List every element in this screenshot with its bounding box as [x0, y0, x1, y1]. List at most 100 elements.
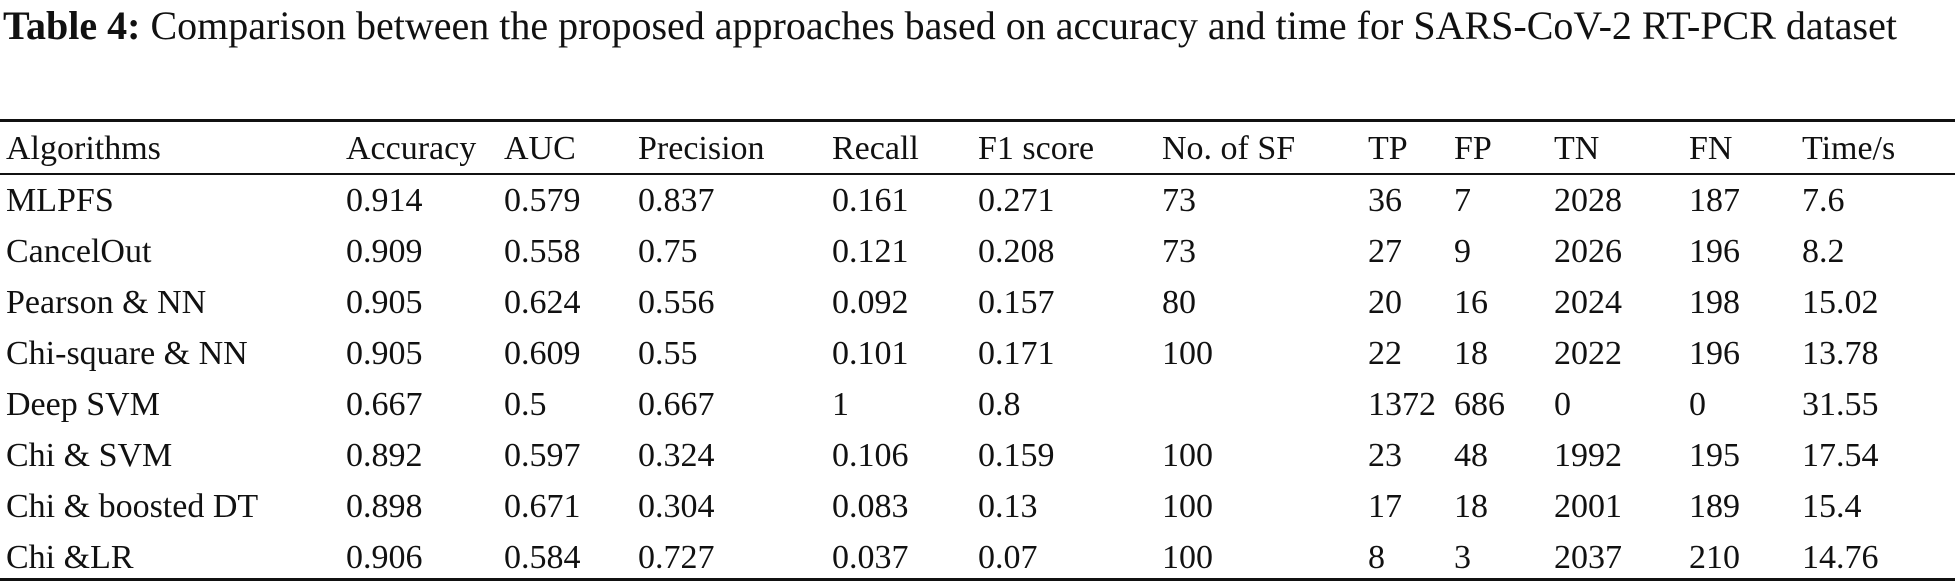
cell-fn: 189: [1689, 488, 1740, 525]
cell-auc: 0.671: [504, 488, 581, 525]
cell-auc: 0.5: [504, 386, 547, 423]
cell-algorithm: MLPFS: [6, 182, 114, 219]
cell-tn: 2026: [1554, 233, 1622, 270]
cell-f1-score: 0.271: [978, 182, 1055, 219]
table-row: Pearson & NN 0.905 0.624 0.556 0.092 0.1…: [0, 277, 1955, 328]
cell-recall: 0.161: [832, 182, 909, 219]
cell-precision: 0.837: [638, 182, 715, 219]
header-algorithms: Algorithms: [6, 130, 161, 167]
caption-text: Comparison between the proposed approach…: [140, 3, 1897, 48]
cell-fp: 3: [1454, 539, 1471, 576]
cell-f1-score: 0.07: [978, 539, 1038, 576]
cell-fp: 686: [1454, 386, 1505, 423]
cell-auc: 0.609: [504, 335, 581, 372]
table-row: CancelOut 0.909 0.558 0.75 0.121 0.208 7…: [0, 226, 1955, 277]
cell-fp: 9: [1454, 233, 1471, 270]
cell-tn: 0: [1554, 386, 1571, 423]
header-time: Time/s: [1802, 130, 1896, 167]
header-fp: FP: [1454, 130, 1492, 167]
cell-algorithm: Chi &LR: [6, 539, 134, 576]
cell-accuracy: 0.909: [346, 233, 423, 270]
header-fn: FN: [1689, 130, 1733, 167]
table-caption: Table 4: Comparison between the proposed…: [3, 2, 1948, 50]
cell-recall: 1: [832, 386, 849, 423]
caption-label: Table 4:: [3, 3, 141, 48]
cell-tn: 2028: [1554, 182, 1622, 219]
cell-precision: 0.727: [638, 539, 715, 576]
cell-fp: 18: [1454, 488, 1488, 525]
cell-recall: 0.083: [832, 488, 909, 525]
cell-algorithm: CancelOut: [6, 233, 152, 270]
cell-no-of-sf: 100: [1162, 539, 1213, 576]
cell-tn: 1992: [1554, 437, 1622, 474]
cell-auc: 0.624: [504, 284, 581, 321]
cell-tp: 36: [1368, 182, 1402, 219]
cell-precision: 0.667: [638, 386, 715, 423]
header-tp: TP: [1368, 130, 1408, 167]
cell-fp: 48: [1454, 437, 1488, 474]
cell-tp: 1372: [1368, 386, 1436, 423]
cell-recall: 0.121: [832, 233, 909, 270]
cell-recall: 0.101: [832, 335, 909, 372]
cell-time: 13.78: [1802, 335, 1879, 372]
cell-tn: 2001: [1554, 488, 1622, 525]
cell-no-of-sf: 80: [1162, 284, 1196, 321]
cell-tp: 8: [1368, 539, 1385, 576]
cell-accuracy: 0.667: [346, 386, 423, 423]
header-tn: TN: [1554, 130, 1600, 167]
cell-fn: 0: [1689, 386, 1706, 423]
cell-recall: 0.092: [832, 284, 909, 321]
cell-fp: 16: [1454, 284, 1488, 321]
table-row: Chi & SVM 0.892 0.597 0.324 0.106 0.159 …: [0, 430, 1955, 481]
cell-precision: 0.75: [638, 233, 698, 270]
cell-time: 8.2: [1802, 233, 1845, 270]
cell-tp: 17: [1368, 488, 1402, 525]
results-table: Algorithms Accuracy AUC Precision Recall…: [0, 125, 1955, 583]
cell-recall: 0.037: [832, 539, 909, 576]
cell-tn: 2022: [1554, 335, 1622, 372]
cell-f1-score: 0.159: [978, 437, 1055, 474]
cell-no-of-sf: 73: [1162, 233, 1196, 270]
cell-fp: 7: [1454, 182, 1471, 219]
cell-tp: 22: [1368, 335, 1402, 372]
cell-time: 14.76: [1802, 539, 1879, 576]
cell-f1-score: 0.157: [978, 284, 1055, 321]
cell-no-of-sf: 100: [1162, 335, 1213, 372]
cell-fn: 195: [1689, 437, 1740, 474]
header-auc: AUC: [504, 130, 576, 167]
cell-accuracy: 0.914: [346, 182, 423, 219]
cell-fn: 198: [1689, 284, 1740, 321]
cell-time: 31.55: [1802, 386, 1879, 423]
table-bottom-rule: [0, 578, 1955, 581]
cell-no-of-sf: 100: [1162, 437, 1213, 474]
cell-fn: 210: [1689, 539, 1740, 576]
table-row: MLPFS 0.914 0.579 0.837 0.161 0.271 73 3…: [0, 174, 1955, 226]
cell-accuracy: 0.892: [346, 437, 423, 474]
cell-f1-score: 0.13: [978, 488, 1038, 525]
table-top-rule: [0, 119, 1955, 122]
table-row: Chi & boosted DT 0.898 0.671 0.304 0.083…: [0, 481, 1955, 532]
cell-accuracy: 0.906: [346, 539, 423, 576]
cell-fn: 196: [1689, 233, 1740, 270]
header-no-of-sf: No. of SF: [1162, 130, 1296, 167]
cell-accuracy: 0.905: [346, 335, 423, 372]
cell-no-of-sf: 73: [1162, 182, 1196, 219]
cell-algorithm: Chi-square & NN: [6, 335, 248, 372]
cell-no-of-sf: 100: [1162, 488, 1213, 525]
cell-precision: 0.304: [638, 488, 715, 525]
table-row: Chi &LR 0.906 0.584 0.727 0.037 0.07 100…: [0, 532, 1955, 583]
cell-algorithm: Chi & boosted DT: [6, 488, 259, 525]
cell-precision: 0.324: [638, 437, 715, 474]
header-accuracy: Accuracy: [346, 130, 477, 167]
cell-auc: 0.579: [504, 182, 581, 219]
cell-tp: 20: [1368, 284, 1402, 321]
cell-auc: 0.584: [504, 539, 581, 576]
cell-tp: 23: [1368, 437, 1402, 474]
header-precision: Precision: [638, 130, 765, 167]
cell-time: 15.4: [1802, 488, 1862, 525]
cell-tn: 2024: [1554, 284, 1622, 321]
cell-recall: 0.106: [832, 437, 909, 474]
cell-algorithm: Pearson & NN: [6, 284, 207, 321]
table-header-row: Algorithms Accuracy AUC Precision Recall…: [0, 125, 1955, 174]
cell-f1-score: 0.8: [978, 386, 1021, 423]
